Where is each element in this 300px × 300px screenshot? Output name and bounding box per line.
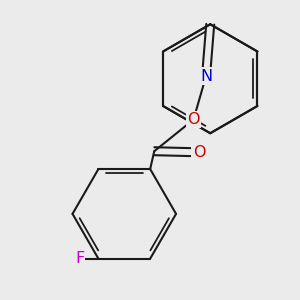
Text: O: O xyxy=(193,145,205,160)
Text: F: F xyxy=(75,251,84,266)
Text: O: O xyxy=(187,112,200,127)
Text: N: N xyxy=(200,68,212,83)
